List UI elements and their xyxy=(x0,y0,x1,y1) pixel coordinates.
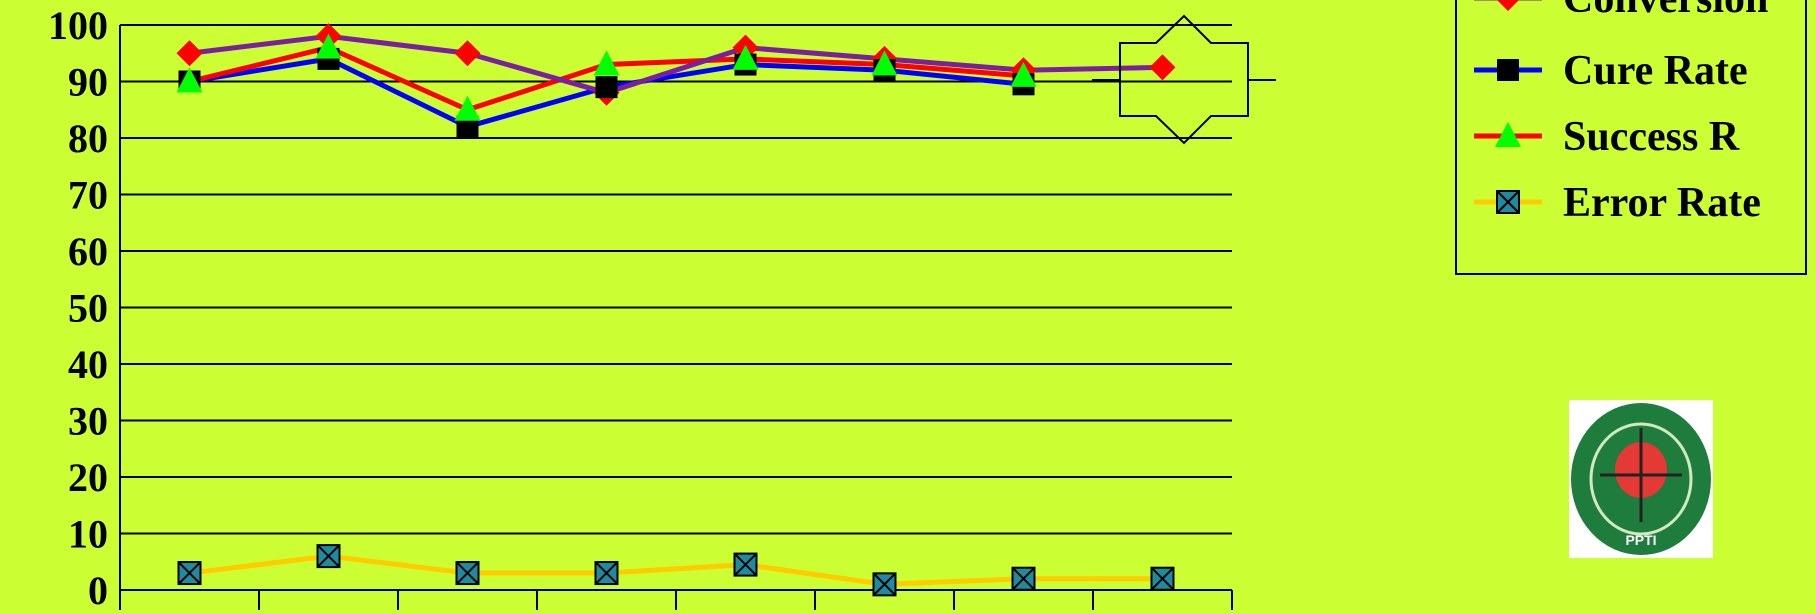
data-point-success-r xyxy=(1010,61,1037,87)
legend-marker xyxy=(1495,122,1521,147)
y-tick-label: 100 xyxy=(48,3,108,48)
legend-marker xyxy=(1496,190,1520,214)
x-axis-ticks xyxy=(119,590,1233,610)
data-point-success-r xyxy=(593,50,620,76)
grid-lines xyxy=(119,24,1232,604)
series-line-conversion xyxy=(189,33,1163,96)
logo-text: PPTI xyxy=(1625,532,1656,548)
data-point-error-rate xyxy=(316,544,341,569)
legend-box xyxy=(1455,0,1807,275)
data-point-error-rate xyxy=(594,561,619,586)
data-point-success-r xyxy=(871,50,898,76)
y-axis-tick-labels: 0 10 20 30 40 50 60 70 80 90 100 xyxy=(48,3,108,613)
legend-label-conversion: Conversion xyxy=(1563,0,1768,22)
data-point-conversion xyxy=(454,40,481,67)
y-tick-label: 60 xyxy=(68,229,108,274)
data-point-success-r xyxy=(454,95,481,121)
data-point-error-rate xyxy=(1150,566,1175,591)
y-tick-label: 50 xyxy=(68,286,108,331)
data-point-cure-rate xyxy=(595,76,618,99)
highlight-star-shape xyxy=(1092,14,1276,145)
data-point-success-r xyxy=(315,33,342,59)
data-point-error-rate xyxy=(733,552,758,577)
y-tick-label: 30 xyxy=(68,399,108,444)
data-point-error-rate xyxy=(872,572,897,597)
y-tick-label: 90 xyxy=(68,60,108,105)
data-point-error-rate xyxy=(1011,566,1036,591)
y-tick-label: 20 xyxy=(68,455,108,500)
data-point-error-rate xyxy=(177,561,202,586)
data-point-success-r xyxy=(176,67,203,93)
legend-label-cure-rate: Cure Rate xyxy=(1563,48,1748,94)
ppti-logo: PPTI xyxy=(1569,400,1713,558)
series-markers xyxy=(176,23,1176,597)
data-point-error-rate xyxy=(455,561,480,586)
legend-marker xyxy=(1497,59,1519,81)
legend-label-success-r: Success R xyxy=(1563,114,1740,160)
data-point-conversion xyxy=(176,40,203,67)
legend-label-error-rate: Error Rate xyxy=(1563,180,1761,226)
legend-marker xyxy=(1497,0,1519,11)
y-tick-label: 40 xyxy=(68,342,108,387)
data-point-cure-rate xyxy=(456,115,479,138)
y-tick-label: 70 xyxy=(68,173,108,218)
y-tick-label: 80 xyxy=(68,116,108,161)
series-line-error-rate xyxy=(189,553,1163,587)
y-tick-label: 10 xyxy=(68,512,108,557)
y-tick-label: 0 xyxy=(88,568,108,613)
data-point-success-r xyxy=(732,44,759,70)
series-lines xyxy=(188,33,1163,587)
data-point-conversion xyxy=(1149,54,1176,81)
legend: Conversion Cure Rate Success R Error Rate xyxy=(1455,0,1807,275)
